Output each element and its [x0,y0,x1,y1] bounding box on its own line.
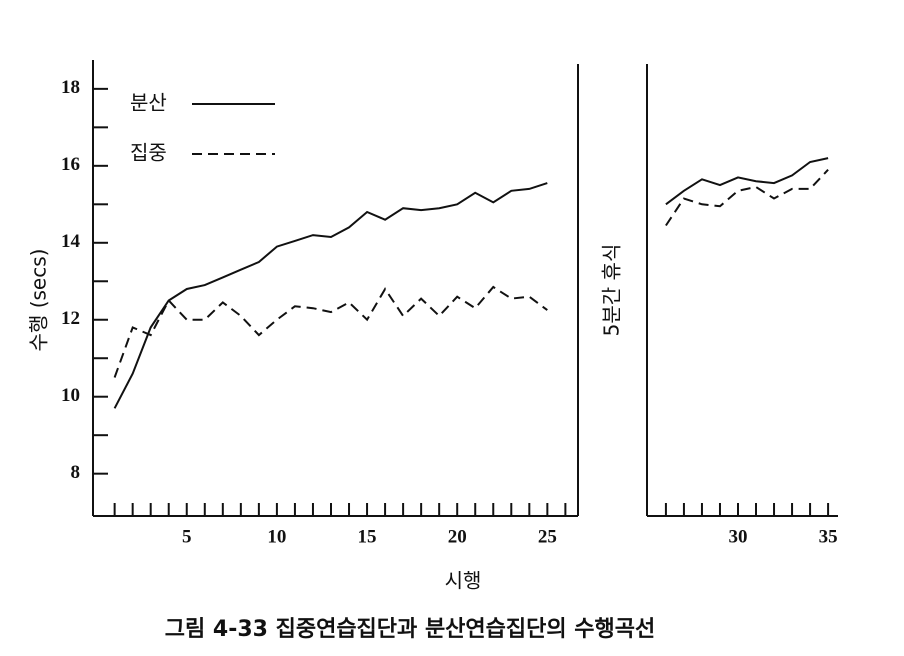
x-axis-label: 시행 [445,569,482,593]
y-tick-label: 18 [61,77,80,98]
y-tick-label: 8 [71,462,81,483]
x-tick-label: 10 [267,526,286,547]
y-tick-label: 12 [61,308,80,329]
x-tick-label: 5 [182,526,192,547]
y-tick-label: 10 [61,385,80,406]
x-tick-label: 20 [448,526,467,547]
break-label: 5분간 휴식 [600,244,624,337]
caption: 그림 4-33 집중연습집단과 분산연습집단의 수행곡선 [165,617,656,642]
line-series [665,169,829,227]
line-series [665,157,829,206]
line-series [113,182,548,409]
line-series [113,285,548,378]
legend-label: 분산 [130,91,167,115]
y-axis-label: 수행 (secs) [27,249,51,352]
y-tick-label: 14 [61,231,81,252]
y-tick-label: 16 [61,154,80,175]
x-tick-label: 25 [538,526,557,547]
legend-label: 집중 [130,141,167,165]
x-tick-label: 35 [819,526,838,547]
x-tick-label: 30 [728,526,747,547]
x-tick-label: 15 [358,526,377,547]
